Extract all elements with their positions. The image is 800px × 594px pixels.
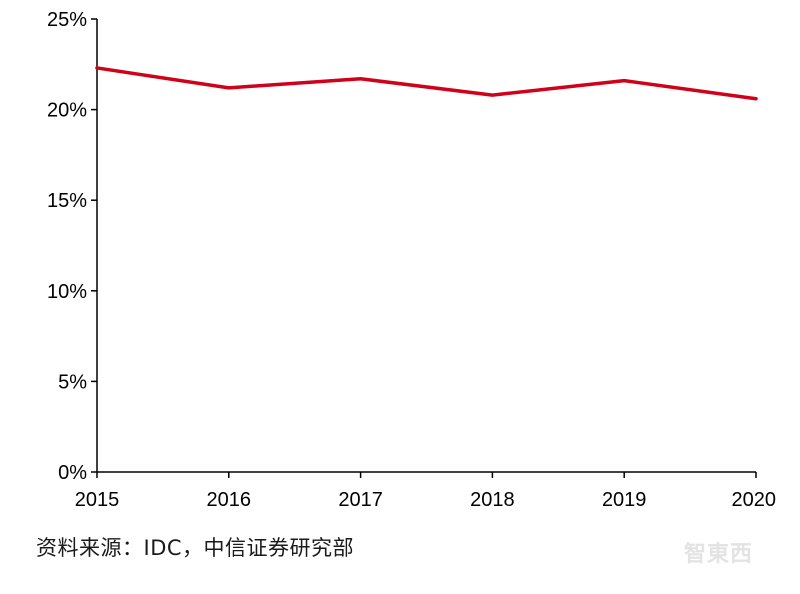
y-axis-ticks bbox=[91, 18, 97, 473]
y-tick-label: 10% bbox=[47, 281, 87, 303]
y-tick-label: 15% bbox=[47, 190, 87, 212]
y-tick-label: 5% bbox=[58, 371, 87, 393]
x-tick-label: 2020 bbox=[732, 489, 777, 511]
series-group bbox=[95, 66, 758, 101]
x-axis-ticks bbox=[96, 472, 757, 478]
y-tick-labels: 0% 5% 10% 15% 20% 25% bbox=[47, 9, 87, 484]
x-tick-label: 2016 bbox=[207, 489, 252, 511]
series-line bbox=[95, 66, 758, 101]
y-tick-label: 20% bbox=[47, 100, 87, 122]
y-tick-label: 25% bbox=[47, 9, 87, 31]
x-tick-label: 2017 bbox=[338, 489, 383, 511]
x-tick-label: 2015 bbox=[75, 489, 120, 511]
watermark-logo: 智東西 bbox=[684, 542, 754, 567]
line-chart: 0% 5% 10% 15% 20% 25% 2015 2016 2017 2018 2019 202… bbox=[47, 9, 776, 511]
x-tick-label: 2019 bbox=[602, 489, 647, 511]
x-tick-label: 2018 bbox=[470, 489, 515, 511]
y-tick-label: 0% bbox=[58, 462, 87, 484]
x-tick-labels: 2015 2016 2017 2018 2019 2020 bbox=[75, 489, 776, 511]
source-note: 资料来源：IDC，中信证券研究部 bbox=[36, 536, 355, 560]
